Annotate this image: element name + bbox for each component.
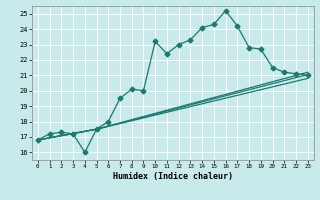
X-axis label: Humidex (Indice chaleur): Humidex (Indice chaleur)	[113, 172, 233, 181]
